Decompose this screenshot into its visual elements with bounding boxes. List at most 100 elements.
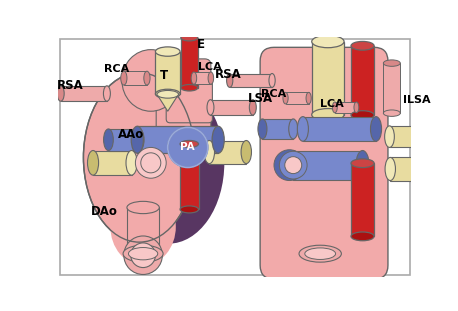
Bar [230,73,272,87]
Text: LCA: LCA [198,62,222,72]
Ellipse shape [283,92,288,104]
Circle shape [285,157,302,174]
Bar [262,119,293,139]
Ellipse shape [333,102,337,113]
Ellipse shape [207,100,214,115]
Ellipse shape [121,71,127,85]
Bar [194,72,211,84]
Circle shape [168,128,208,167]
Text: E: E [197,38,205,51]
Circle shape [136,147,166,178]
Circle shape [279,155,300,175]
Text: T: T [160,69,168,82]
Ellipse shape [351,111,374,119]
Bar [303,117,376,141]
Ellipse shape [57,86,64,101]
Ellipse shape [287,151,300,180]
Ellipse shape [127,255,159,267]
FancyBboxPatch shape [166,81,213,123]
Ellipse shape [181,85,198,91]
Ellipse shape [212,126,224,153]
Ellipse shape [305,248,336,259]
Ellipse shape [383,60,400,66]
Bar [124,71,147,85]
Bar [351,46,374,115]
Polygon shape [157,94,179,111]
Text: AAo: AAo [119,128,145,141]
Ellipse shape [191,72,196,84]
Ellipse shape [83,73,195,242]
Ellipse shape [354,102,359,113]
Bar [209,141,246,164]
Ellipse shape [269,73,275,87]
Ellipse shape [385,157,395,181]
Circle shape [131,243,155,267]
Text: LSA: LSA [248,92,273,104]
Ellipse shape [157,91,179,98]
Ellipse shape [208,72,213,84]
Circle shape [124,236,162,275]
Bar [127,207,159,261]
Ellipse shape [312,35,344,48]
Ellipse shape [180,206,198,213]
Ellipse shape [274,59,351,117]
Bar [383,63,400,113]
Text: RSA: RSA [214,68,241,81]
FancyBboxPatch shape [260,47,388,279]
Ellipse shape [87,151,98,175]
Ellipse shape [299,245,341,262]
Ellipse shape [180,141,198,147]
Text: LCA: LCA [320,99,344,109]
Bar [109,129,139,151]
Circle shape [279,151,307,179]
Bar [61,86,107,101]
Text: PA: PA [180,142,195,152]
Bar [293,151,363,180]
Ellipse shape [249,100,256,115]
Ellipse shape [144,71,150,85]
Bar [390,157,431,181]
Ellipse shape [351,159,374,168]
Circle shape [274,150,305,181]
Ellipse shape [351,41,374,50]
Ellipse shape [181,35,198,41]
Ellipse shape [258,119,267,139]
Ellipse shape [123,245,163,262]
Ellipse shape [383,110,400,116]
Bar [351,163,374,236]
Ellipse shape [104,86,110,101]
Ellipse shape [126,151,137,175]
Bar [389,126,428,147]
Ellipse shape [351,232,374,241]
Ellipse shape [204,141,214,164]
Ellipse shape [155,47,180,56]
Ellipse shape [134,129,144,151]
Bar [335,102,356,113]
Bar [155,52,180,94]
Ellipse shape [104,129,113,151]
Ellipse shape [166,65,213,134]
Ellipse shape [423,126,433,147]
Ellipse shape [371,117,382,141]
Ellipse shape [113,82,224,244]
Ellipse shape [306,92,311,104]
Ellipse shape [227,73,233,87]
Bar [285,92,309,104]
Ellipse shape [289,119,298,139]
FancyBboxPatch shape [156,59,211,133]
Bar [312,42,344,115]
Bar [93,151,131,175]
Ellipse shape [131,126,143,153]
Ellipse shape [155,89,180,99]
Bar [137,126,218,153]
Text: DAo: DAo [91,205,118,218]
Bar [180,144,198,209]
Ellipse shape [356,151,369,180]
Text: RCA: RCA [262,89,287,99]
Ellipse shape [385,126,394,147]
Ellipse shape [297,117,308,141]
Circle shape [141,153,161,173]
Ellipse shape [110,188,176,265]
Ellipse shape [425,157,436,181]
Text: RCA: RCA [104,64,129,74]
